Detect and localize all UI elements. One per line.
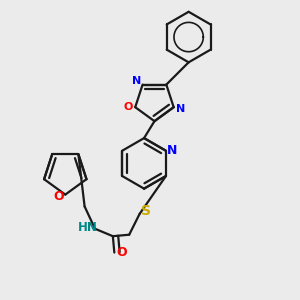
Text: N: N [167, 144, 178, 157]
Text: O: O [123, 102, 133, 112]
Text: O: O [116, 246, 127, 259]
Text: O: O [53, 190, 64, 202]
Text: N: N [176, 104, 185, 114]
Text: N: N [132, 76, 141, 86]
Text: HN: HN [78, 221, 98, 234]
Text: S: S [140, 204, 151, 218]
